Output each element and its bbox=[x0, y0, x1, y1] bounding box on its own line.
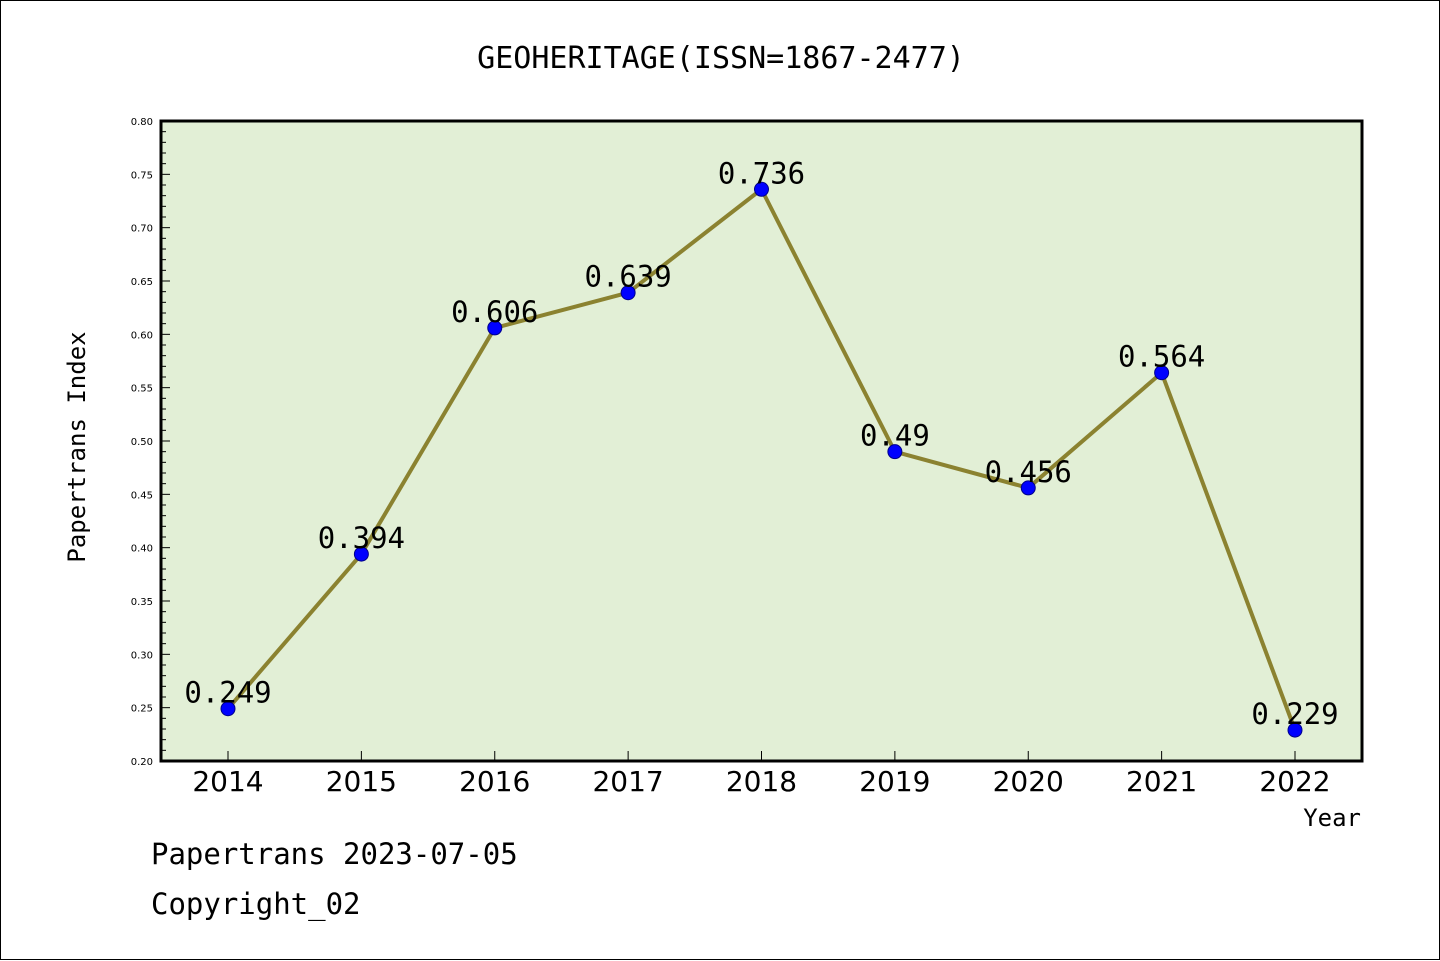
data-point bbox=[1020, 480, 1036, 496]
data-labels: 0.249 0.394 0.606 0.639 0.736 0.49 0.456 0.564 0… bbox=[184, 156, 1338, 731]
y-tick-label: 0.35 bbox=[131, 597, 153, 608]
data-point bbox=[887, 444, 903, 460]
data-point bbox=[353, 546, 369, 562]
data-label: 0.606 bbox=[451, 295, 538, 329]
y-tick-label: 0.65 bbox=[131, 277, 153, 288]
data-label: 0.229 bbox=[1251, 697, 1338, 731]
x-tick-label: 2017 bbox=[592, 765, 663, 798]
data-point bbox=[487, 320, 503, 336]
x-tick-label: 2020 bbox=[993, 765, 1064, 798]
data-points bbox=[220, 181, 1303, 738]
x-tick-label: 2019 bbox=[859, 765, 930, 798]
x-tick-label: 2014 bbox=[192, 765, 263, 798]
y-tick-label: 0.30 bbox=[131, 650, 153, 661]
data-point bbox=[620, 285, 636, 301]
data-label: 0.639 bbox=[584, 260, 671, 294]
y-axis-label: Papertrans Index bbox=[63, 331, 91, 562]
data-label: 0.736 bbox=[718, 156, 805, 190]
chart-title: GEOHERITAGE(ISSN=1867-2477) bbox=[477, 41, 965, 76]
data-label: 0.394 bbox=[318, 521, 405, 555]
x-tick-label: 2018 bbox=[726, 765, 797, 798]
y-tick-label: 0.45 bbox=[131, 490, 153, 501]
data-label: 0.456 bbox=[985, 455, 1072, 489]
y-tick-label: 0.40 bbox=[131, 544, 153, 555]
y-tick-label: 0.60 bbox=[131, 330, 153, 341]
x-axis: 2014 2015 2016 2017 2018 2019 2020 2021 2022 bbox=[192, 751, 1331, 798]
x-tick-label: 2022 bbox=[1259, 765, 1330, 798]
y-tick-label: 0.20 bbox=[131, 757, 153, 768]
footer-date-line: Papertrans 2023-07-05 bbox=[151, 837, 518, 871]
data-point bbox=[1154, 365, 1170, 381]
x-axis-label: Year bbox=[1303, 804, 1361, 832]
y-tick-label: 0.80 bbox=[131, 117, 153, 128]
y-tick-label: 0.75 bbox=[131, 170, 153, 181]
y-tick-label: 0.55 bbox=[131, 384, 153, 395]
y-tick-label: 0.25 bbox=[131, 704, 153, 715]
data-label: 0.564 bbox=[1118, 340, 1205, 374]
y-axis: 0.20 0.25 0.30 0.35 0.40 0.45 0.50 0.55 0.60 0.65… bbox=[131, 117, 170, 768]
x-tick-label: 2015 bbox=[326, 765, 397, 798]
data-point bbox=[220, 701, 236, 717]
plot-area bbox=[159, 119, 1364, 763]
y-tick-label: 0.50 bbox=[131, 437, 153, 448]
data-point bbox=[1287, 722, 1303, 738]
footer-copyright: Copyright_02 bbox=[151, 887, 361, 921]
data-label: 0.49 bbox=[860, 419, 930, 453]
x-tick-label: 2021 bbox=[1126, 765, 1197, 798]
x-tick-label: 2016 bbox=[459, 765, 530, 798]
data-point bbox=[754, 181, 769, 197]
y-tick-label: 0.70 bbox=[131, 224, 153, 235]
data-label: 0.249 bbox=[184, 676, 271, 710]
